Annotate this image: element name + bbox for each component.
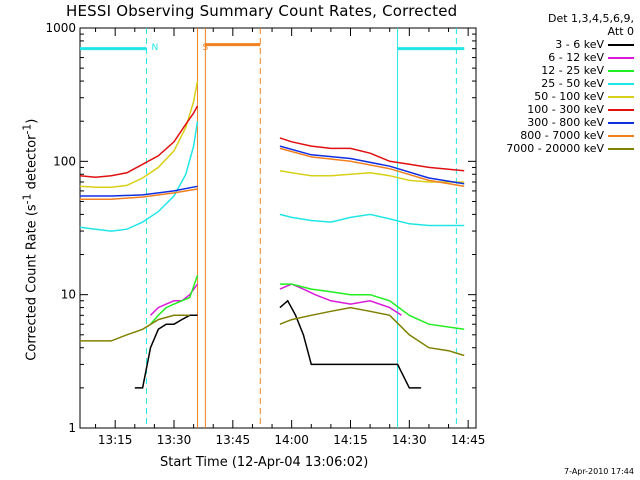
legend-entry-label: 6 - 12 keV <box>548 51 604 64</box>
y-tick-label: 1 <box>68 421 76 435</box>
legend-swatch <box>608 147 634 150</box>
x-axis-label: Start Time (12-Apr-04 13:06:02) <box>160 455 369 470</box>
y-tick-label: 10 <box>61 288 76 302</box>
series-line <box>149 274 199 325</box>
x-tick-label: 13:45 <box>216 433 251 447</box>
y-axis-label-main: Corrected Count Rate (s <box>24 204 40 361</box>
legend-swatch <box>608 121 634 124</box>
legend-entry: 50 - 100 keV <box>506 90 634 103</box>
legend-entry-label: 12 - 25 keV <box>541 64 604 77</box>
legend-entry: 100 - 300 keV <box>506 103 634 116</box>
legend-swatch <box>608 56 634 59</box>
legend-swatch <box>608 82 634 85</box>
x-tick-label: 14:30 <box>392 433 427 447</box>
legend-swatch <box>608 69 634 72</box>
legend-entry: 6 - 12 keV <box>506 51 634 64</box>
series-line <box>79 314 190 342</box>
legend-swatch <box>608 108 634 111</box>
y-axis-label: Corrected Count Rate (s-1 detector-1) <box>20 100 39 380</box>
legend-swatch <box>608 43 634 46</box>
legend-header-line1: Det 1,3,4,5,6,9, <box>547 12 634 25</box>
legend-entry: 300 - 800 keV <box>506 116 634 129</box>
series-line <box>79 105 199 178</box>
chart-title: HESSI Observing Summary Count Rates, Cor… <box>66 2 458 20</box>
y-axis-label-end: ) <box>24 118 40 124</box>
plot-frame <box>79 27 477 429</box>
series-line <box>279 213 465 227</box>
y-tick-label: 100 <box>53 154 76 168</box>
series-line <box>79 185 198 197</box>
x-tick-label: 14:15 <box>333 433 368 447</box>
series-line <box>279 283 465 331</box>
series-line <box>279 169 465 183</box>
y-tick-label: 1000 <box>45 21 76 35</box>
x-tick-label: 14:00 <box>274 433 309 447</box>
y-axis-label-sup1: -1 <box>20 193 34 205</box>
y-axis-label-mid: detector <box>24 134 40 194</box>
legend-entry-label: 50 - 100 keV <box>534 90 604 103</box>
legend-entry: 800 - 7000 keV <box>506 129 634 142</box>
legend-entry-label: 800 - 7000 keV <box>520 129 604 142</box>
series-line <box>134 314 198 389</box>
legend-entry: 7000 - 20000 keV <box>506 142 634 155</box>
series-line <box>279 299 422 389</box>
series-line <box>79 188 198 200</box>
series-line <box>79 80 199 188</box>
legend-entry: 3 - 6 keV <box>506 38 634 51</box>
series-line <box>279 145 465 185</box>
chart-legend: Det 1,3,4,5,6,9, Att 0 3 - 6 keV 6 - 12 k… <box>506 12 634 155</box>
legend-header-line2: Att 0 <box>607 25 634 38</box>
legend-swatch <box>608 95 634 98</box>
series-line <box>149 283 199 316</box>
event-marker-label: N <box>152 43 159 53</box>
x-tick-label: 13:15 <box>98 433 133 447</box>
x-tick-label: 13:30 <box>157 433 192 447</box>
legend-entry-label: 7000 - 20000 keV <box>506 142 604 155</box>
x-tick-label: 14:45 <box>451 433 486 447</box>
series-line <box>279 147 465 188</box>
legend-entry-label: 3 - 6 keV <box>555 38 604 51</box>
legend-swatch <box>608 134 634 137</box>
legend-entry: 12 - 25 keV <box>506 64 634 77</box>
generation-timestamp: 7-Apr-2010 17:44 <box>564 467 634 476</box>
legend-entry: 25 - 50 keV <box>506 77 634 90</box>
series-line <box>279 306 465 357</box>
legend-entry-label: 25 - 50 keV <box>541 77 604 90</box>
legend-entry-label: 300 - 800 keV <box>527 116 604 129</box>
y-axis-label-sup2: -1 <box>20 123 34 135</box>
series-line <box>279 283 402 316</box>
series-line <box>79 121 199 232</box>
legend-entry-label: 100 - 300 keV <box>527 103 604 116</box>
series-line <box>279 137 465 172</box>
